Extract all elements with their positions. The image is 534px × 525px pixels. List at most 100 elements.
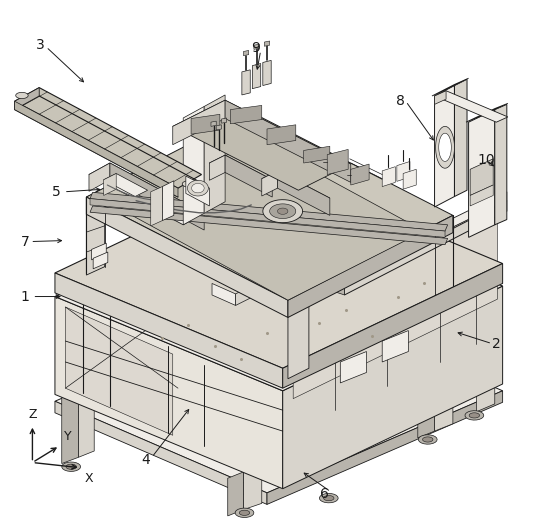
Polygon shape	[62, 462, 81, 471]
Text: 4: 4	[141, 454, 150, 467]
Polygon shape	[14, 88, 39, 110]
Polygon shape	[262, 171, 330, 206]
Text: 7: 7	[21, 235, 29, 248]
Polygon shape	[55, 401, 267, 505]
Polygon shape	[227, 472, 244, 516]
Polygon shape	[454, 79, 467, 196]
Polygon shape	[90, 198, 445, 237]
Polygon shape	[15, 92, 28, 99]
Polygon shape	[465, 411, 484, 420]
Polygon shape	[435, 91, 446, 104]
Polygon shape	[191, 114, 220, 134]
Text: 8: 8	[396, 94, 405, 108]
Text: X: X	[85, 472, 93, 485]
Polygon shape	[435, 357, 453, 431]
Polygon shape	[432, 78, 469, 96]
Polygon shape	[120, 140, 424, 300]
Polygon shape	[242, 70, 250, 95]
Polygon shape	[282, 286, 502, 489]
Polygon shape	[244, 466, 262, 510]
Text: 6: 6	[320, 487, 329, 501]
Polygon shape	[422, 437, 433, 442]
Polygon shape	[235, 284, 256, 306]
Polygon shape	[93, 252, 108, 269]
Polygon shape	[222, 118, 226, 123]
Polygon shape	[204, 95, 225, 213]
Polygon shape	[495, 104, 507, 225]
Polygon shape	[253, 64, 261, 89]
Polygon shape	[104, 173, 147, 196]
Polygon shape	[87, 197, 288, 318]
Text: 2: 2	[492, 337, 501, 351]
Polygon shape	[324, 496, 334, 501]
Polygon shape	[435, 91, 508, 122]
Polygon shape	[78, 376, 94, 457]
Polygon shape	[288, 290, 309, 379]
Polygon shape	[278, 171, 330, 215]
Polygon shape	[55, 273, 282, 388]
Polygon shape	[186, 176, 209, 206]
Text: Y: Y	[64, 429, 72, 443]
Polygon shape	[397, 162, 410, 181]
Polygon shape	[104, 173, 116, 195]
Polygon shape	[92, 243, 106, 260]
Polygon shape	[55, 297, 282, 489]
Polygon shape	[263, 200, 303, 223]
Text: 10: 10	[477, 153, 494, 167]
Polygon shape	[282, 264, 502, 388]
Polygon shape	[173, 100, 351, 190]
Polygon shape	[225, 155, 272, 197]
Polygon shape	[278, 208, 288, 214]
Polygon shape	[89, 163, 110, 191]
Polygon shape	[469, 110, 495, 237]
Polygon shape	[329, 279, 344, 295]
Polygon shape	[110, 163, 204, 230]
Polygon shape	[436, 127, 454, 168]
Polygon shape	[264, 41, 270, 46]
Polygon shape	[244, 50, 249, 56]
Polygon shape	[469, 413, 480, 418]
Polygon shape	[382, 331, 409, 362]
Polygon shape	[327, 150, 348, 174]
Polygon shape	[351, 164, 369, 185]
Polygon shape	[235, 508, 254, 518]
Polygon shape	[182, 181, 195, 187]
Polygon shape	[87, 112, 453, 300]
Polygon shape	[418, 364, 435, 438]
Polygon shape	[470, 185, 493, 206]
Polygon shape	[89, 163, 204, 225]
Polygon shape	[187, 180, 208, 196]
Polygon shape	[329, 192, 507, 288]
Polygon shape	[304, 146, 330, 163]
Polygon shape	[90, 192, 447, 231]
Polygon shape	[65, 307, 173, 435]
Text: Z: Z	[28, 407, 37, 421]
Polygon shape	[14, 88, 201, 188]
Polygon shape	[344, 201, 507, 295]
Text: 1: 1	[21, 289, 29, 303]
Polygon shape	[239, 510, 250, 516]
Polygon shape	[151, 186, 162, 226]
Polygon shape	[216, 125, 222, 130]
Polygon shape	[293, 205, 497, 398]
Polygon shape	[55, 299, 502, 493]
Polygon shape	[476, 337, 495, 412]
Polygon shape	[173, 100, 225, 145]
Polygon shape	[209, 155, 272, 187]
Polygon shape	[225, 100, 351, 182]
Polygon shape	[162, 181, 174, 220]
Polygon shape	[254, 44, 259, 49]
Polygon shape	[209, 155, 225, 180]
Polygon shape	[439, 133, 451, 161]
Polygon shape	[212, 284, 235, 306]
Polygon shape	[270, 204, 296, 218]
Polygon shape	[435, 86, 454, 207]
Polygon shape	[470, 159, 493, 195]
Polygon shape	[211, 121, 216, 127]
Polygon shape	[55, 168, 502, 368]
Polygon shape	[90, 206, 447, 245]
Polygon shape	[382, 166, 395, 186]
Polygon shape	[14, 101, 178, 197]
Polygon shape	[419, 435, 437, 444]
Polygon shape	[288, 215, 453, 318]
